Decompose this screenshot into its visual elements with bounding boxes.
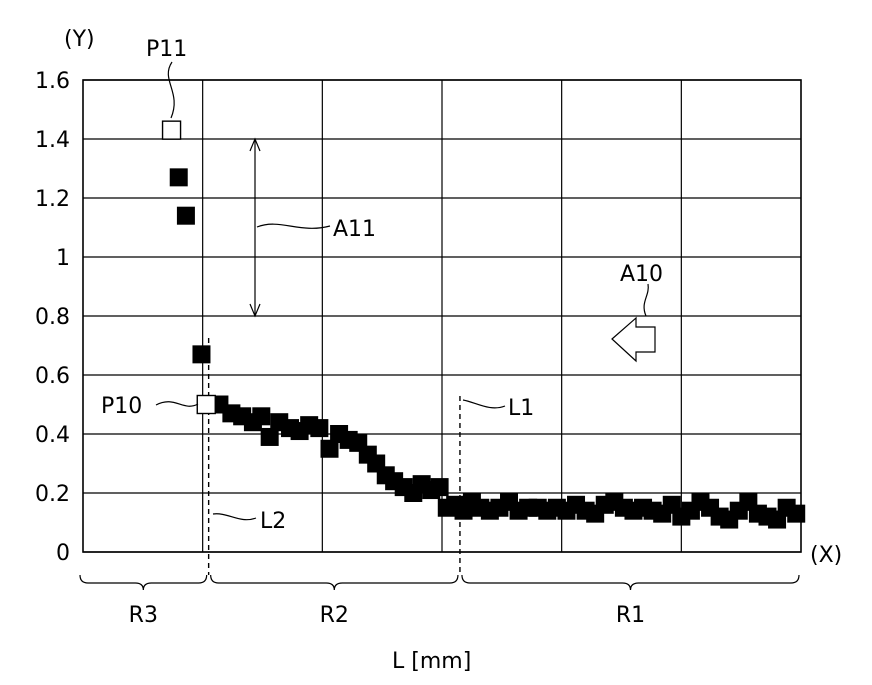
x-axis-label: (X)	[810, 543, 842, 568]
x-axis-title: L [mm]	[392, 649, 471, 674]
y-tick-label: 0.8	[35, 305, 70, 330]
data-point	[192, 345, 210, 363]
y-tick-labels: 0 0.2 0.4 0.6 0.8 1 1.2 1.4 1.6	[35, 69, 70, 566]
label-l1: L1	[508, 396, 534, 421]
region-label: R3	[129, 603, 158, 628]
region-brace	[80, 575, 207, 590]
y-tick-label: 1	[56, 246, 70, 271]
leader-line-l1	[463, 400, 505, 408]
hollow-arrow-a10	[612, 318, 655, 361]
leader-line-a11	[257, 224, 330, 228]
highlight-point	[197, 396, 215, 414]
label-p11: P11	[146, 37, 187, 62]
leader-line-a10	[644, 284, 648, 316]
region-brace	[462, 575, 799, 590]
leader-line-p11	[168, 62, 174, 118]
y-tick-label: 0.2	[35, 482, 70, 507]
region-braces: R3 R2 R1	[80, 575, 799, 628]
y-tick-label: 0.4	[35, 423, 70, 448]
y-tick-label: 1.2	[35, 187, 70, 212]
data-point	[252, 407, 270, 425]
y-tick-label: 0	[56, 541, 70, 566]
data-point	[170, 168, 188, 186]
data-point	[177, 207, 195, 225]
highlight-point	[163, 121, 181, 139]
label-a11: A11	[333, 217, 376, 242]
double-arrow-a11	[250, 139, 260, 316]
leader-line-p10	[156, 402, 198, 406]
y-tick-label: 0.6	[35, 364, 70, 389]
y-tick-label: 1.4	[35, 128, 70, 153]
y-tick-label: 1.6	[35, 69, 70, 94]
region-brace	[211, 575, 458, 590]
label-a10: A10	[620, 262, 663, 287]
region-label: R2	[320, 603, 349, 628]
label-p10: P10	[101, 394, 142, 419]
data-point	[787, 505, 805, 523]
data-point	[431, 478, 449, 496]
leader-line-l2	[213, 514, 256, 520]
data-points	[163, 121, 806, 528]
region-label: R1	[616, 603, 645, 628]
label-l2: L2	[260, 509, 286, 534]
data-point	[310, 419, 328, 437]
y-axis-label: (Y)	[64, 27, 95, 52]
